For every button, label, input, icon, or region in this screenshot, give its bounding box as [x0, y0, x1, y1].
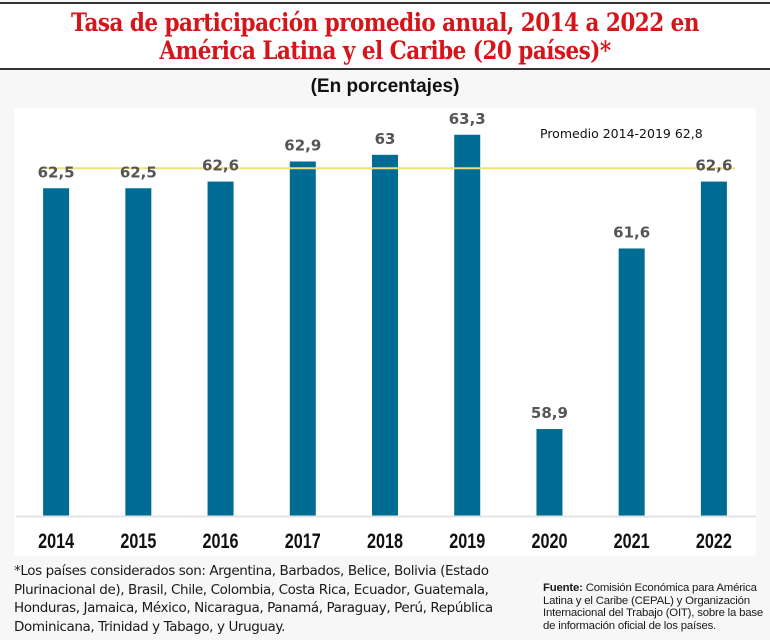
x-tick-label-2014: 2014: [38, 530, 74, 553]
x-tick-label-2015: 2015: [120, 530, 156, 553]
bars-group: [43, 134, 727, 517]
source-text: Comisión Económica para América Latina y…: [543, 582, 763, 632]
value-label-2022: 62,6: [695, 157, 732, 175]
value-label-2017: 62,9: [284, 137, 321, 155]
x-tick-label-2017: 2017: [285, 530, 321, 553]
x-tick-label-2020: 2020: [531, 530, 567, 553]
chart-title: Tasa de participación promedio anual, 20…: [54, 4, 716, 65]
chart-title-line-1: Tasa de participación promedio anual, 20…: [71, 8, 699, 37]
value-label-2014: 62,5: [38, 163, 75, 181]
value-label-2016: 62,6: [202, 157, 239, 175]
chart-title-line-2: América Latina y el Caribe (20 países)*: [159, 36, 611, 65]
bar-2019: [454, 134, 481, 517]
bar-2022: [700, 181, 727, 516]
bar-2020: [536, 429, 563, 516]
x-tick-label-2022: 2022: [696, 530, 732, 553]
bar-2021: [618, 248, 645, 516]
chart-subtitle: (En porcentajes): [310, 76, 460, 97]
x-tick-label-2019: 2019: [449, 530, 485, 553]
bar-chart: Promedio 2014-2019 62,8 62,5 62,5 62,6 62,9…: [16, 110, 756, 553]
value-labels-group: 62,5 62,5 62,6 62,9 63 63,3 58,9 61,6 62,6: [38, 110, 733, 422]
average-reference-label: Promedio 2014-2019 62,8: [540, 126, 703, 141]
x-tick-label-2016: 2016: [203, 530, 239, 553]
bar-2014: [43, 188, 70, 516]
source-note: Fuente: Comisión Económica para América …: [543, 582, 768, 632]
title-box: Tasa de participación promedio anual, 20…: [0, 4, 770, 70]
top-rule: [0, 2, 770, 4]
bar-2016: [207, 181, 234, 516]
value-label-2018: 63: [375, 130, 396, 148]
bar-2018: [372, 154, 398, 516]
x-tick-label-2018: 2018: [367, 530, 403, 553]
bar-2017: [289, 161, 316, 517]
x-tick-label-2021: 2021: [614, 530, 650, 553]
value-label-2021: 61,6: [613, 223, 650, 241]
value-label-2020: 58,9: [531, 404, 568, 422]
value-label-2015: 62,5: [120, 163, 157, 181]
countries-footnote: *Los países considerados son: Argentina,…: [14, 563, 493, 635]
bar-2015: [125, 188, 152, 516]
value-label-2019: 63,3: [449, 110, 486, 128]
source-label: Fuente:: [543, 582, 583, 594]
x-tick-labels-group: 2014 2015 2016 2017 2018 2019 2020 2021 2022: [38, 530, 732, 553]
